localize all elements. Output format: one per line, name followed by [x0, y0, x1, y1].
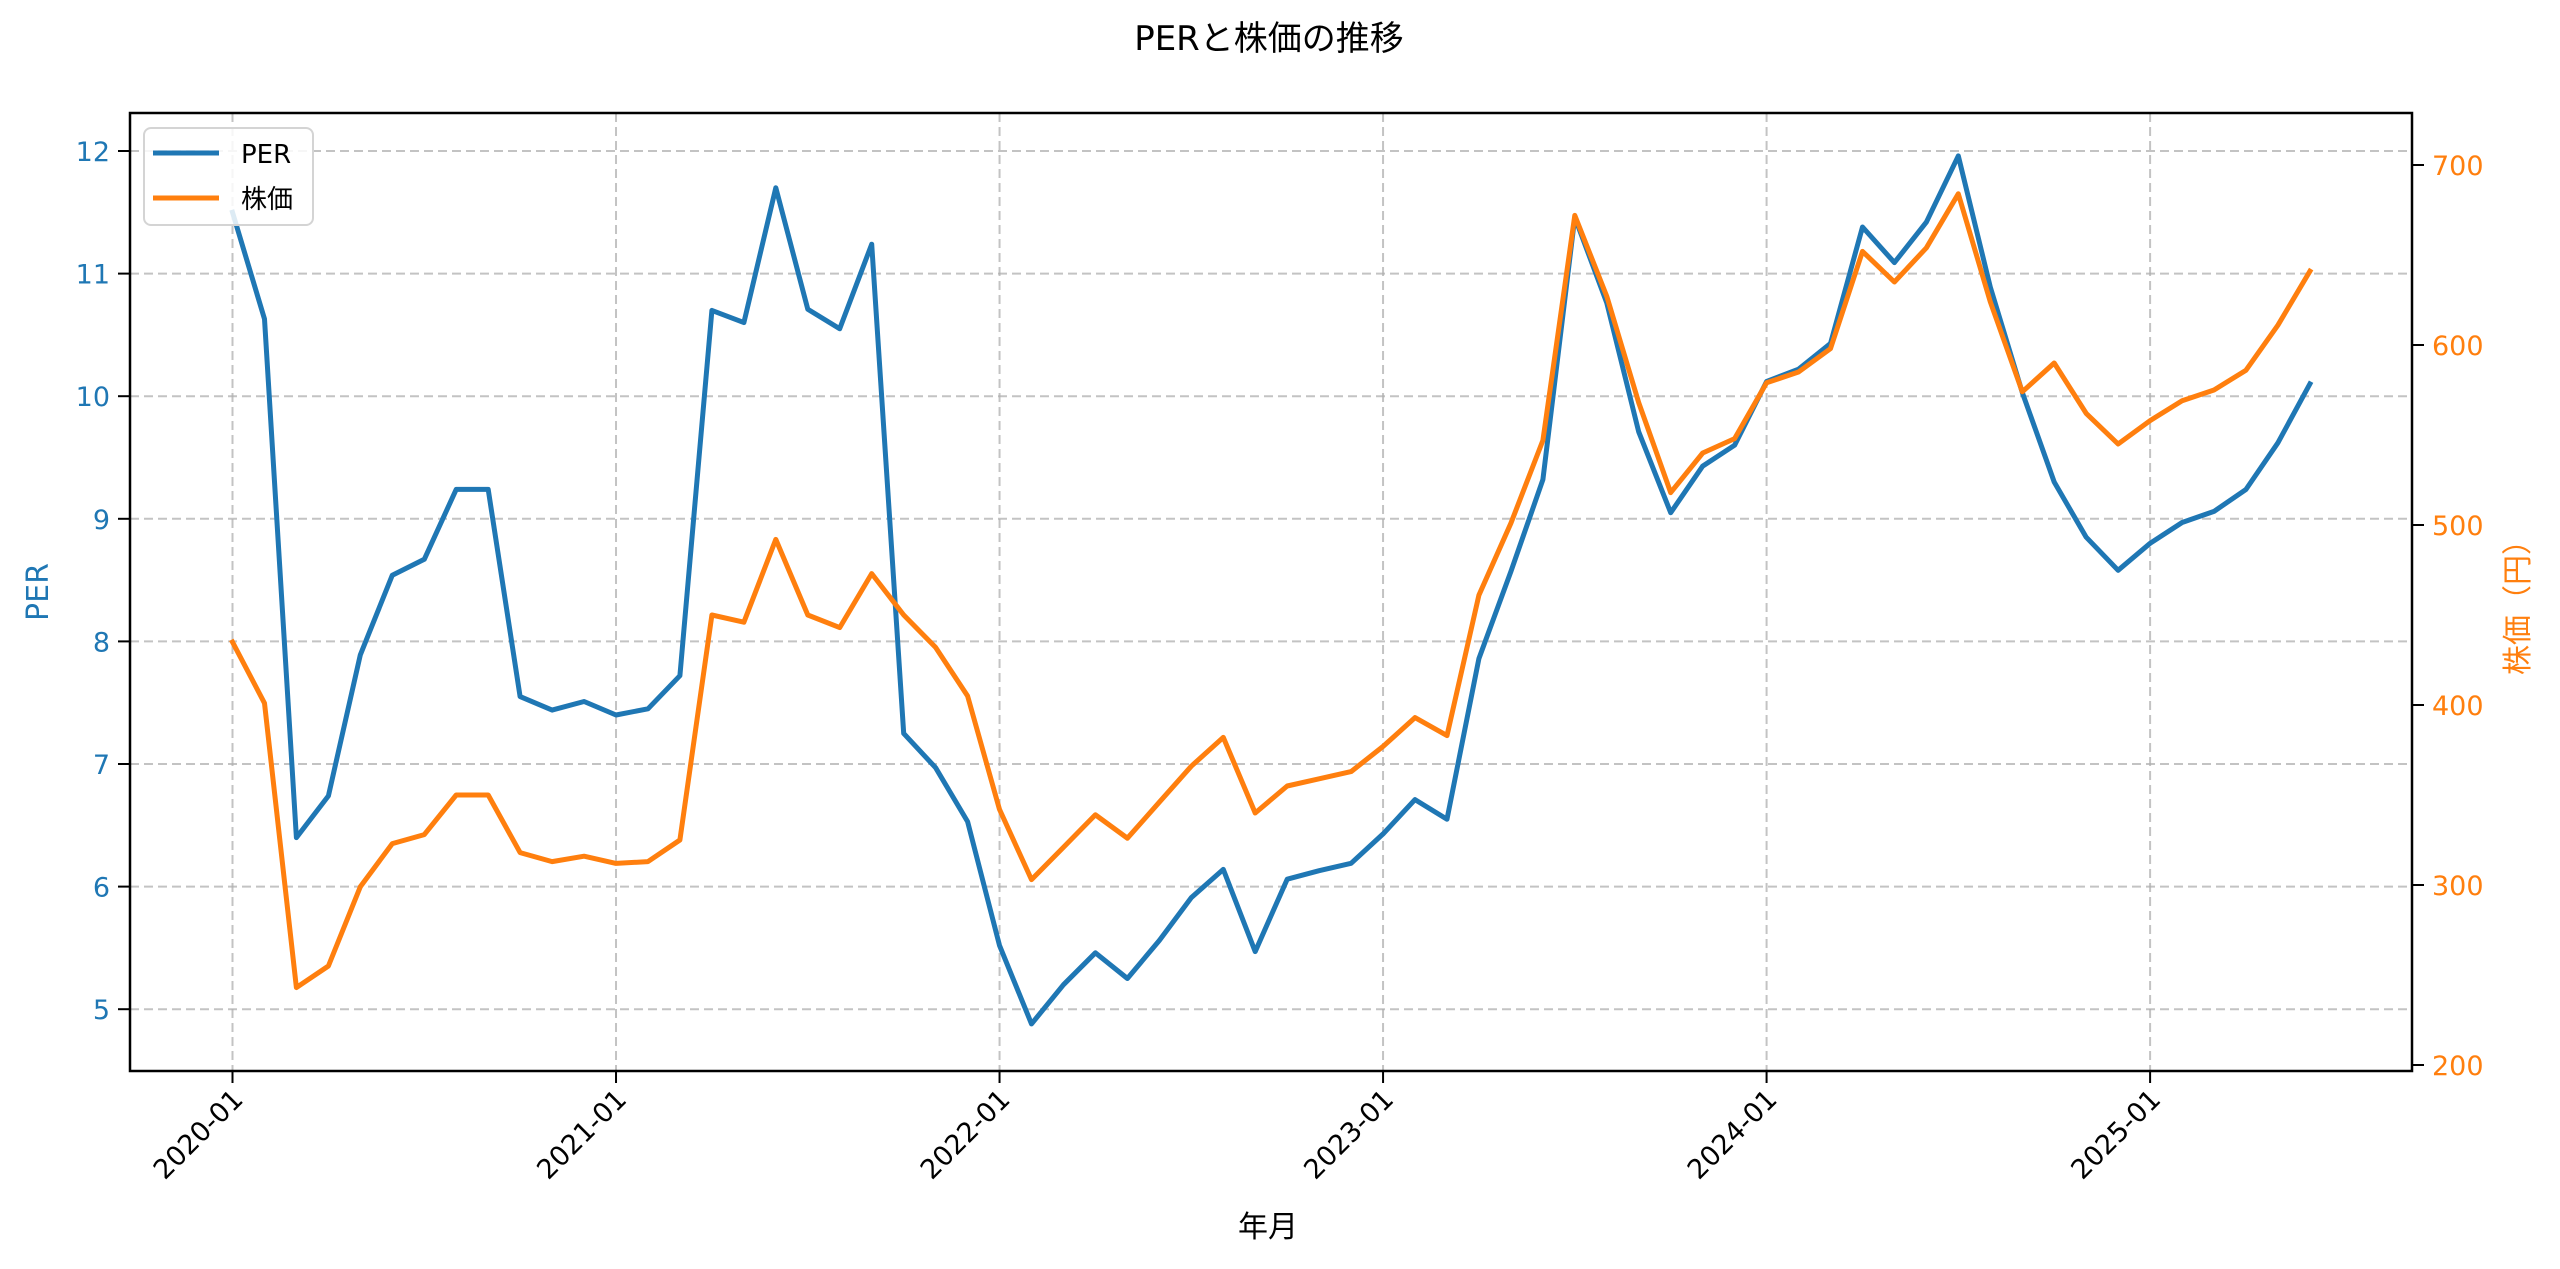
x-tick-label: 2022-01 — [915, 1084, 1017, 1186]
chart-title: PERと株価の推移 — [1134, 19, 1404, 59]
right-tick-label: 600 — [2432, 331, 2484, 362]
right-tick-label: 500 — [2432, 511, 2484, 542]
right-tick-label: 200 — [2432, 1051, 2484, 1082]
left-tick-label: 7 — [93, 750, 110, 781]
right-y-axis: 200 300 400 500 600 700 — [2412, 151, 2484, 1082]
x-tick-label: 2024-01 — [1682, 1084, 1784, 1186]
right-tick-label: 400 — [2432, 691, 2484, 722]
left-tick-label: 10 — [76, 382, 110, 413]
legend-per-label: PER — [241, 140, 291, 170]
left-tick-label: 9 — [93, 505, 110, 536]
left-axis-label: PER — [21, 563, 56, 621]
price-line — [229, 191, 2314, 991]
x-tick-label: 2021-01 — [531, 1084, 633, 1186]
x-axis: 2020-01 2021-01 2022-01 2023-01 2024-01 2025-… — [148, 1071, 2167, 1186]
right-tick-label: 300 — [2432, 871, 2484, 902]
x-tick-label: 2023-01 — [1298, 1084, 1400, 1186]
legend-price-label: 株価 — [241, 185, 293, 215]
left-y-axis: 5 6 7 8 9 10 11 12 — [76, 137, 130, 1026]
x-axis-label: 年月 — [1238, 1210, 1298, 1245]
left-tick-label: 5 — [93, 995, 110, 1026]
legend: PER 株価 — [143, 127, 314, 226]
plot-frame — [128, 111, 2414, 1073]
grid-lines — [130, 113, 2412, 1071]
left-tick-label: 11 — [76, 260, 110, 291]
right-axis-label: 株価（円） — [2501, 525, 2536, 675]
per-line — [229, 153, 2314, 1027]
x-tick-label: 2025-01 — [2065, 1084, 2167, 1186]
x-tick-label: 2020-01 — [148, 1084, 250, 1186]
right-tick-label: 700 — [2432, 151, 2484, 182]
plot-series — [229, 153, 2314, 1027]
left-tick-label: 6 — [93, 873, 110, 904]
left-tick-label: 8 — [93, 627, 110, 658]
left-tick-label: 12 — [76, 137, 110, 168]
